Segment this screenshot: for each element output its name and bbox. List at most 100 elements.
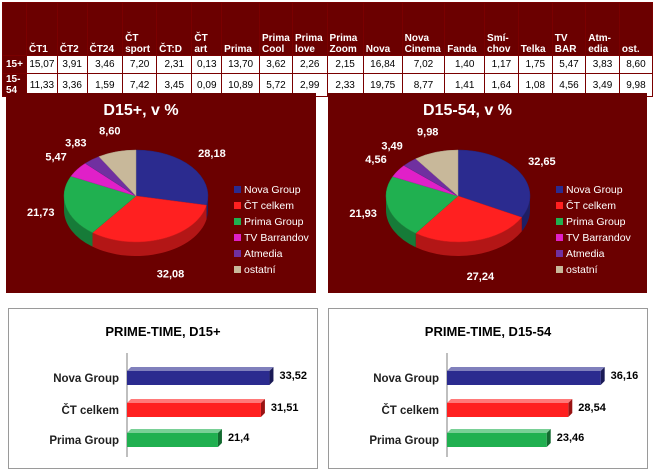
bar-side (269, 367, 274, 385)
bar-panel-d15: PRIME-TIME, D15+ Nova Group 33,52 ČT celkem… (8, 308, 318, 469)
column-header: Fanda (444, 2, 486, 56)
bar-prima-group (447, 433, 547, 447)
table-cell: 2,33 (326, 73, 364, 97)
bar-value-label: 23,46 (557, 432, 585, 444)
bar-chart-d15: PRIME-TIME, D15+ Nova Group 33,52 ČT celkem… (49, 324, 307, 457)
bar-prima-group (127, 433, 218, 447)
table-cell: 15,07 (25, 55, 58, 74)
pie-panel-d15-54: D15-54, v % 32,65 27,24 21,93 4,56 3,49 9,98 No… (328, 93, 647, 293)
table-cell: 1,17 (484, 55, 519, 74)
pie-slice-nova-group (135, 149, 209, 206)
column-header: TV BAR (551, 2, 587, 56)
bar-nova-group (127, 371, 270, 385)
legend-label: Nova Group (244, 184, 301, 196)
share-table: ČT1 ČT2 ČT24 ČT sport ČT:D ČT art Prima Prima C… (2, 2, 653, 97)
pie-value-label: 32,65 (528, 156, 556, 168)
column-header: Prima love (291, 2, 328, 56)
pie-title: D15-54, v % (423, 102, 512, 119)
bar-value-label: 31,51 (271, 402, 299, 414)
bar-category-label: Nova Group (373, 373, 439, 385)
legend-swatch (234, 234, 241, 241)
legend-label: ostatní (566, 264, 598, 276)
table-cell: 16,84 (362, 55, 403, 74)
legend-swatch (556, 186, 563, 193)
pie-slice-čt-celkem (92, 195, 207, 243)
column-header: Prima (221, 2, 260, 56)
column-header: ČT:D (156, 2, 193, 56)
column-header: ost. (618, 2, 653, 56)
bar-value-label: 33,52 (279, 370, 307, 382)
column-header: ČT sport (122, 2, 158, 56)
pie-value-label: 28,18 (198, 148, 226, 160)
column-header: Prima Zoom (326, 2, 364, 56)
pie-chart-d15-54: D15-54, v % 32,65 27,24 21,93 4,563,49 9,98 No… (349, 102, 631, 283)
column-header: Nova (362, 2, 403, 56)
pie-value-label: 8,60 (99, 125, 120, 137)
table-cell: 0,13 (191, 55, 223, 74)
bar-čt-celkem (127, 403, 261, 417)
pie-value-label: 4,56 (365, 154, 386, 166)
pie-side-čt-celkem (415, 217, 522, 256)
table-cell: 2,31 (156, 55, 193, 74)
pie-value-label: 21,93 (349, 208, 377, 220)
legend-label: Prima Group (566, 216, 626, 228)
table-cell: 5,47 (551, 55, 587, 74)
legend-swatch (556, 266, 563, 273)
pie-value-label: 27,24 (467, 271, 495, 283)
pie-slice-ostatní (415, 149, 459, 197)
table-cell: 1,40 (444, 55, 486, 74)
bar-top (447, 399, 573, 403)
table-cell: 3,46 (86, 55, 124, 74)
table-cell: 2,26 (291, 55, 328, 74)
bar-chart-d15-54: PRIME-TIME, D15-54 Nova Group 36,16 ČT celk… (369, 324, 639, 457)
bar-top (447, 367, 605, 371)
pie-slice-čt-celkem (415, 195, 523, 243)
table-corner (2, 2, 27, 56)
column-header: Smí- chov (484, 2, 519, 56)
pie-value-label: 3,49 (381, 141, 402, 153)
pie-value-label: 9,98 (417, 126, 438, 138)
legend-swatch (234, 218, 241, 225)
bar-top (127, 429, 222, 433)
column-header: ČT24 (86, 2, 124, 56)
column-header: Prima Cool (259, 2, 293, 56)
legend-label: ostatní (244, 264, 276, 276)
column-header: ČT2 (56, 2, 88, 56)
column-header: Telka (517, 2, 553, 56)
bar-value-label: 28,54 (578, 402, 606, 414)
pie-value-label: 21,73 (27, 207, 55, 219)
bar-top (447, 429, 551, 433)
legend-swatch (556, 234, 563, 241)
legend-swatch (234, 266, 241, 273)
legend-label: Prima Group (244, 216, 304, 228)
bar-side (260, 399, 265, 417)
bar-panel-d15-54: PRIME-TIME, D15-54 Nova Group 36,16 ČT celk… (328, 308, 648, 469)
row-label: 15+ (2, 55, 27, 74)
legend-swatch (556, 202, 563, 209)
bar-category-label: ČT celkem (381, 404, 439, 417)
bar-value-label: 36,16 (611, 370, 639, 382)
bar-čt-celkem (447, 403, 569, 417)
bar-category-label: Prima Group (369, 435, 439, 447)
legend-swatch (556, 218, 563, 225)
pie-value-label: 3,83 (65, 137, 86, 149)
pie-slice-prima-group (63, 175, 137, 233)
table-cell: 8,60 (618, 55, 653, 74)
table-cell: 1,75 (517, 55, 553, 74)
pie-slice-ostatní (98, 149, 137, 197)
bar-title: PRIME-TIME, D15-54 (425, 324, 552, 339)
legend-swatch (234, 250, 241, 257)
pie-slice-nova-group (457, 149, 531, 218)
table-header-row: ČT1 ČT2 ČT24 ČT sport ČT:D ČT art Prima Prima C… (2, 2, 653, 56)
table-cell: 3,62 (259, 55, 293, 74)
column-header: ČT art (191, 2, 223, 56)
pie-side-prima-group (386, 196, 416, 248)
bar-category-label: ČT celkem (61, 404, 119, 417)
table-cell: 7,02 (401, 55, 446, 74)
pie-value-label: 32,08 (157, 269, 185, 281)
bar-title: PRIME-TIME, D15+ (105, 324, 221, 339)
column-header: Nova Cinema (401, 2, 446, 56)
bar-side (568, 399, 573, 417)
pie-side-nova-group (521, 196, 530, 232)
legend-label: TV Barrandov (244, 232, 310, 244)
